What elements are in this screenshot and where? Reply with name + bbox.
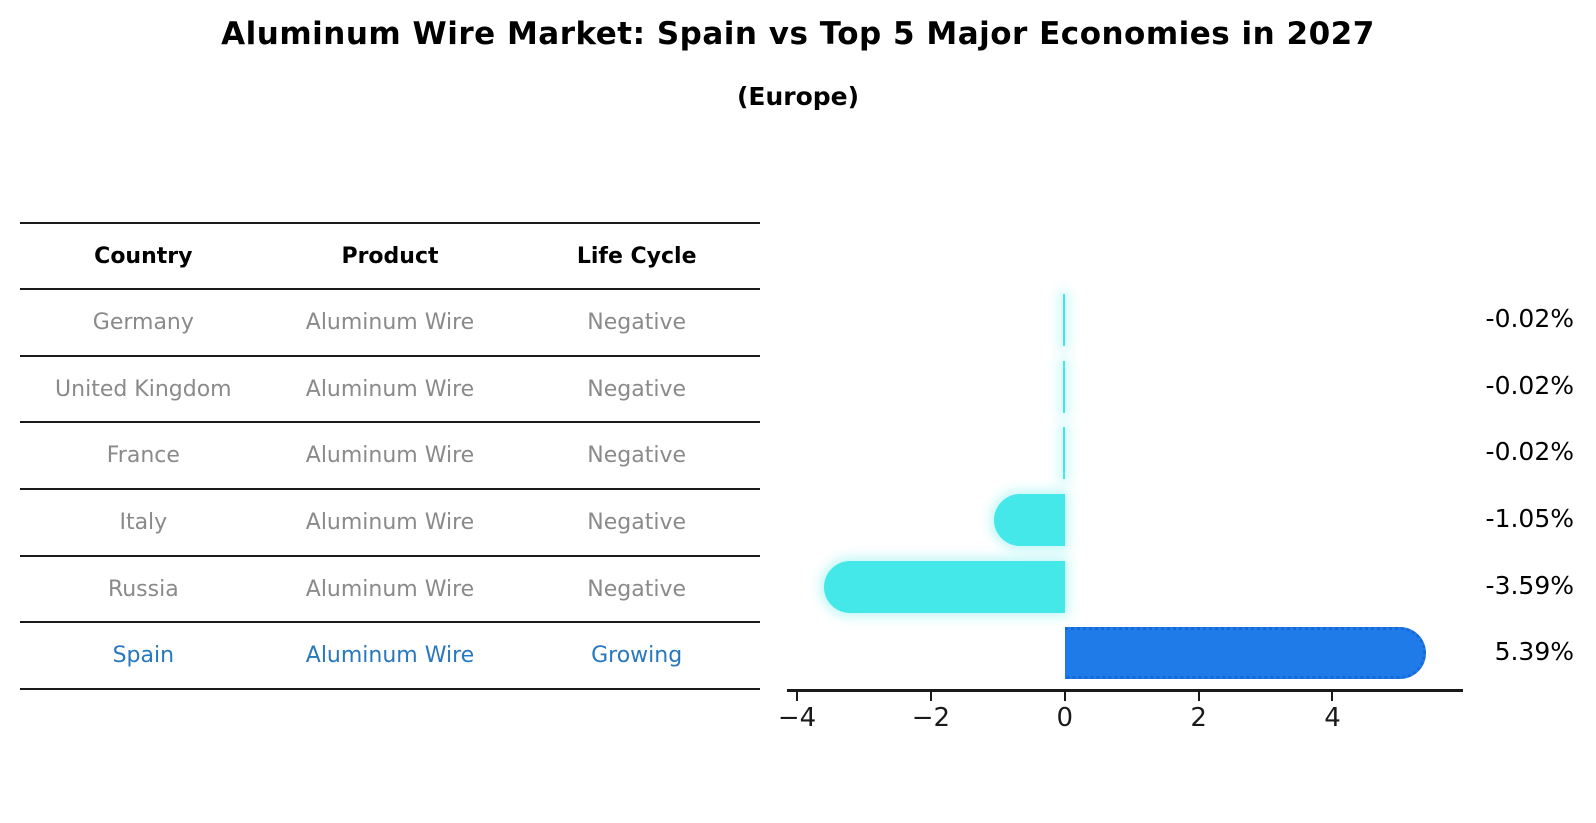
table-body: Germany Aluminum Wire Negative United Kingd…	[20, 290, 760, 691]
bar-value-label: -0.02%	[1485, 303, 1574, 333]
x-axis-tick-label: 0	[1056, 703, 1074, 733]
table-cell-life_cycle: Negative	[587, 443, 687, 469]
table-row: France Aluminum Wire Negative	[20, 423, 760, 491]
table-cell-product: Aluminum Wire	[305, 509, 475, 535]
column-header-country: Country	[94, 243, 193, 269]
bar-value-label: -3.59%	[1485, 570, 1574, 600]
table-cell-product: Aluminum Wire	[305, 643, 475, 669]
bar-italy	[994, 493, 1065, 546]
table-cell-country: Germany	[92, 309, 194, 335]
x-axis-tick-label: −2	[911, 703, 951, 733]
bar-russia	[824, 560, 1065, 613]
table-row: Russia Aluminum Wire Negative	[20, 557, 760, 624]
table-cell-product: Aluminum Wire	[305, 576, 475, 602]
column-header-lifecycle: Life Cycle	[576, 243, 697, 269]
table-cell-country: France	[106, 443, 180, 469]
x-axis-tick	[796, 691, 799, 701]
x-axis-tick	[1331, 691, 1334, 701]
x-axis-tick	[929, 691, 932, 701]
table-cell-product: Aluminum Wire	[305, 309, 475, 335]
chart-subtitle: (Europe)	[736, 82, 860, 111]
table-row: Spain Aluminum Wire Growing	[20, 623, 760, 691]
table-row: Italy Aluminum Wire Negative	[20, 490, 760, 557]
x-axis-tick	[1197, 691, 1200, 701]
bar-value-label: -0.02%	[1485, 370, 1574, 400]
table-header-row: Country Product Life Cycle	[20, 222, 760, 290]
country-info-table: Country Product Life Cycle Germany Alumin…	[20, 222, 760, 691]
x-axis-tick-label: 4	[1324, 703, 1341, 733]
x-axis-tick-label: 2	[1190, 703, 1207, 733]
bar-united-kingdom	[1062, 360, 1065, 413]
table-cell-product: Aluminum Wire	[305, 443, 475, 469]
bar-spain	[1064, 627, 1426, 680]
table-cell-country: Italy	[119, 509, 168, 535]
table-row: United Kingdom Aluminum Wire Negative	[20, 357, 760, 424]
x-axis-tick-label: −4	[777, 703, 817, 733]
table-cell-product: Aluminum Wire	[305, 376, 475, 402]
bar-france	[1062, 427, 1065, 480]
table-row: Germany Aluminum Wire Negative	[20, 290, 760, 357]
column-header-product: Product	[341, 243, 439, 269]
table-cell-country: United Kingdom	[55, 376, 232, 402]
x-axis-line	[787, 689, 1463, 692]
table-cell-life_cycle: Growing	[591, 643, 683, 669]
table-cell-life_cycle: Negative	[587, 376, 687, 402]
table-cell-life_cycle: Negative	[587, 509, 687, 535]
bar-value-label: -0.02%	[1485, 437, 1574, 467]
table-cell-country: Russia	[107, 576, 179, 602]
table-cell-life_cycle: Negative	[587, 576, 687, 602]
chart-title: Aluminum Wire Market: Spain vs Top 5 Maj…	[221, 16, 1375, 52]
bar-value-label: -1.05%	[1485, 503, 1574, 533]
table-cell-country: Spain	[112, 643, 175, 669]
x-axis-tick	[1063, 691, 1066, 701]
bar-germany	[1062, 293, 1065, 346]
table-cell-life_cycle: Negative	[587, 309, 687, 335]
bar-value-label: 5.39%	[1494, 637, 1574, 667]
